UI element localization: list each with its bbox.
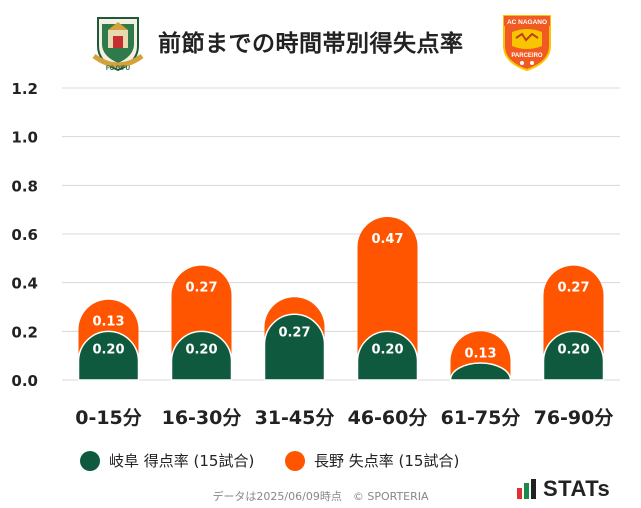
data-label-scored: 0.27 <box>278 325 310 340</box>
data-label-conceded: 0.27 <box>557 281 589 296</box>
header: FC GIFU 前節までの時間帯別得失点率 AC NAGANO PARCEIRO <box>0 0 641 80</box>
bar-scored <box>263 313 326 381</box>
legend-item-scored: 岐阜 得点率 (15試合) <box>80 450 254 471</box>
data-label-scored: 0.20 <box>185 342 217 357</box>
ac-nagano-logo-text-top: AC NAGANO <box>507 19 547 26</box>
stats-brand: STATs <box>517 476 610 502</box>
x-tick-label: 31-45分 <box>255 407 335 429</box>
legend-item-conceded: 長野 失点率 (15試合) <box>285 450 459 471</box>
ac-nagano-logo-text-bottom: PARCEIRO <box>511 53 543 59</box>
footer-note: データは2025/06/09時点 © SPORTERIA <box>212 490 429 503</box>
fc-gifu-logo-text: FC GIFU <box>106 66 130 72</box>
legend: 岐阜 得点率 (15試合) 長野 失点率 (15試合) <box>0 450 641 476</box>
data-label-conceded: 0.27 <box>185 281 217 296</box>
x-tick-label: 16-30分 <box>162 407 242 429</box>
ac-nagano-parceiro-logo: AC NAGANO PARCEIRO <box>503 15 551 72</box>
data-label-conceded: 0.13 <box>464 346 496 361</box>
fc-gifu-logo: FC GIFU <box>92 17 144 72</box>
chart-title: 前節までの時間帯別得失点率 <box>158 31 464 57</box>
y-tick-label: 0.8 <box>11 177 38 195</box>
x-tick-label: 46-60分 <box>348 407 428 429</box>
labels: 0.20 0.13 0-15分 0.20 0.27 16-30分 0.27 31-45分 0.2… <box>75 232 613 429</box>
stats-brand-name: STATs <box>543 476 611 501</box>
legend-label-conceded: 長野 失点率 (15試合) <box>314 452 460 470</box>
bar-scored <box>449 362 512 381</box>
x-tick-label: 0-15分 <box>75 407 142 429</box>
bar-scored <box>77 330 140 381</box>
y-tick-label: 1.0 <box>11 129 38 147</box>
data-label-scored: 0.20 <box>371 342 403 357</box>
data-label-scored: 0.20 <box>92 342 124 357</box>
data-label-conceded: 0.13 <box>92 315 124 330</box>
y-tick-label: 0.6 <box>11 226 38 244</box>
data-label-scored: 0.20 <box>557 342 589 357</box>
bars <box>77 216 605 381</box>
x-tick-label: 76-90分 <box>534 407 614 429</box>
y-tick-label: 0.4 <box>11 275 38 293</box>
bar-scored <box>170 330 233 381</box>
bar-scored <box>356 330 419 381</box>
data-label-conceded: 0.47 <box>371 232 403 247</box>
y-tick-label: 1.2 <box>11 80 38 98</box>
legend-dot-conceded <box>285 450 305 471</box>
legend-dot-scored <box>80 450 100 471</box>
stats-logo-icon <box>517 479 536 499</box>
y-tick-label: 0.2 <box>11 323 38 341</box>
bar-chart: 0.00.20.40.60.81.01.2 0.200.130-15分0.200… <box>11 80 620 429</box>
legend-label-scored: 岐阜 得点率 (15試合) <box>109 452 255 470</box>
bar-scored <box>542 330 605 381</box>
grid: 0.0 0.2 0.4 0.6 0.8 1.0 1.2 <box>11 80 620 390</box>
y-tick-label: 0.0 <box>11 372 38 390</box>
x-tick-label: 61-75分 <box>441 407 521 429</box>
